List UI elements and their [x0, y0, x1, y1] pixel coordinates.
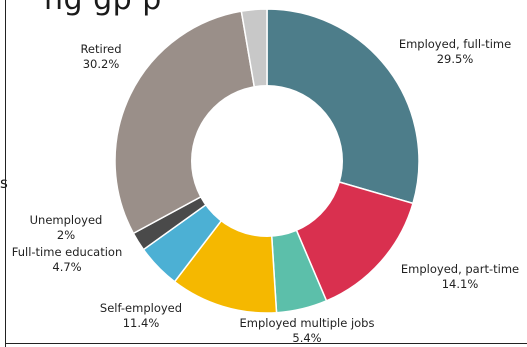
stray-mark-text: s [0, 174, 8, 192]
donut-hole [191, 85, 343, 237]
label-unemployed: Unemployed 2% [29, 213, 103, 242]
label-employed-multiple-jobs: Employed multiple jobs 5.4% [239, 316, 375, 345]
label-retired: Retired 30.2% [80, 42, 122, 71]
label-employed-part-time: Employed, part-time 14.1% [400, 262, 520, 291]
chart-title-fragment: ng gp p [44, 0, 162, 17]
label-full-time-education: Full-time education 4.7% [11, 245, 123, 274]
frame-border-left [5, 0, 6, 347]
label-self-employed: Self-employed 11.4% [99, 301, 183, 330]
frame-border-bottom [5, 343, 527, 344]
label-employed-full-time: Employed, full-time 29.5% [398, 37, 512, 66]
